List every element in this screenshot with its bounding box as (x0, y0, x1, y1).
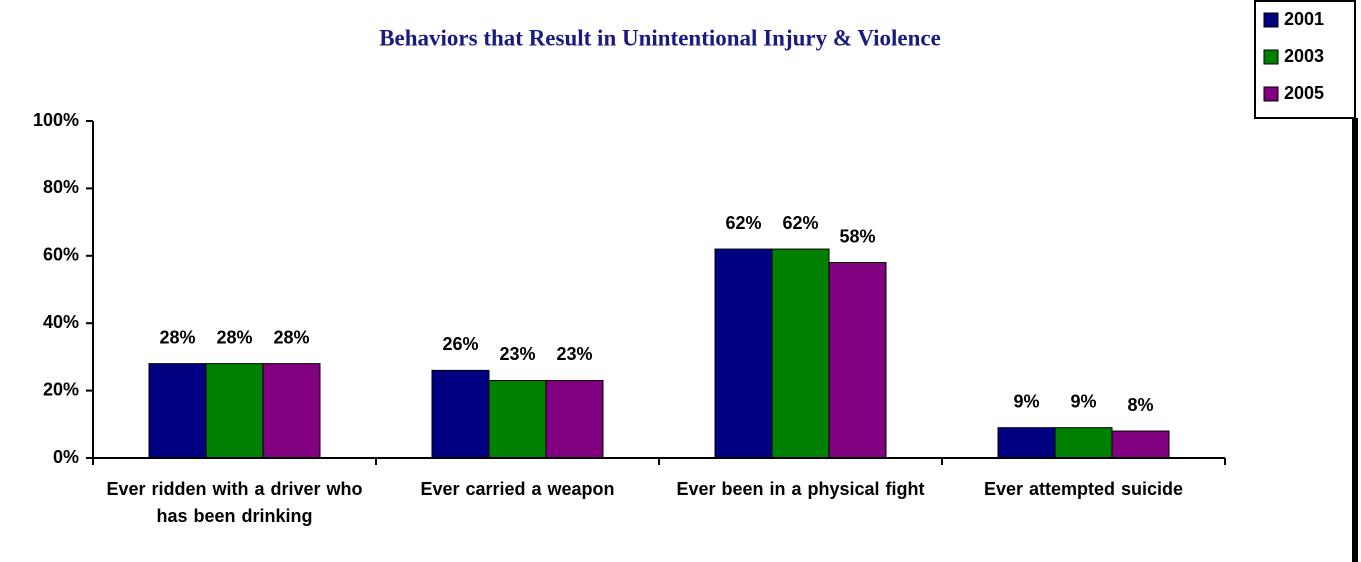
x-tick-label-box: Ever carried a weapon (420, 479, 615, 499)
x-tick-label: Ever attempted suicide (983, 479, 1184, 499)
value-label: 28% (216, 327, 252, 347)
bar (545, 379, 604, 459)
x-tick-label-box: Ever ridden with a driver who has been d… (106, 479, 363, 526)
bar (828, 262, 887, 459)
y-tick-label: 40% (43, 312, 79, 332)
bar (488, 379, 547, 459)
legend-swatch (1263, 86, 1279, 102)
y-tick-label: 60% (43, 245, 79, 265)
x-tick-label: Ever been in a physical fight (676, 479, 925, 499)
y-tick-label: 0% (53, 447, 79, 467)
x-tick-label-box: Ever been in a physical fight (676, 479, 925, 499)
bar (205, 363, 264, 459)
value-label: 28% (159, 327, 195, 347)
value-label: 62% (782, 213, 818, 233)
value-label: 9% (1070, 391, 1096, 411)
value-label: 58% (839, 226, 875, 246)
bar (148, 363, 207, 459)
value-label: 23% (499, 344, 535, 364)
value-label: 9% (1013, 391, 1039, 411)
value-label: 8% (1127, 395, 1153, 415)
x-tick-label: Ever carried a weapon (420, 479, 615, 499)
legend-swatch (1263, 12, 1279, 28)
x-tick-label-box: Ever attempted suicide (983, 479, 1184, 499)
bar (431, 369, 490, 459)
y-tick-label: 20% (43, 379, 79, 399)
value-label: 28% (273, 327, 309, 347)
y-tick-label: 80% (43, 177, 79, 197)
bar (771, 248, 830, 459)
bar (1111, 430, 1170, 459)
legend-label: 2001 (1284, 9, 1324, 29)
bar (714, 248, 773, 459)
value-label: 23% (556, 344, 592, 364)
chart-title: Behaviors that Result in Unintentional I… (379, 25, 941, 50)
value-label: 26% (442, 334, 478, 354)
legend-label: 2003 (1284, 46, 1324, 66)
bar (1054, 427, 1113, 459)
legend-label: 2005 (1284, 83, 1324, 103)
bar (262, 363, 321, 459)
legend-swatch (1263, 49, 1279, 65)
y-tick-label: 100% (33, 110, 79, 130)
frame-edge (1352, 118, 1358, 562)
bar (997, 427, 1056, 459)
value-label: 62% (725, 213, 761, 233)
x-tick-label: Ever ridden with a driver who has been d… (106, 479, 363, 526)
